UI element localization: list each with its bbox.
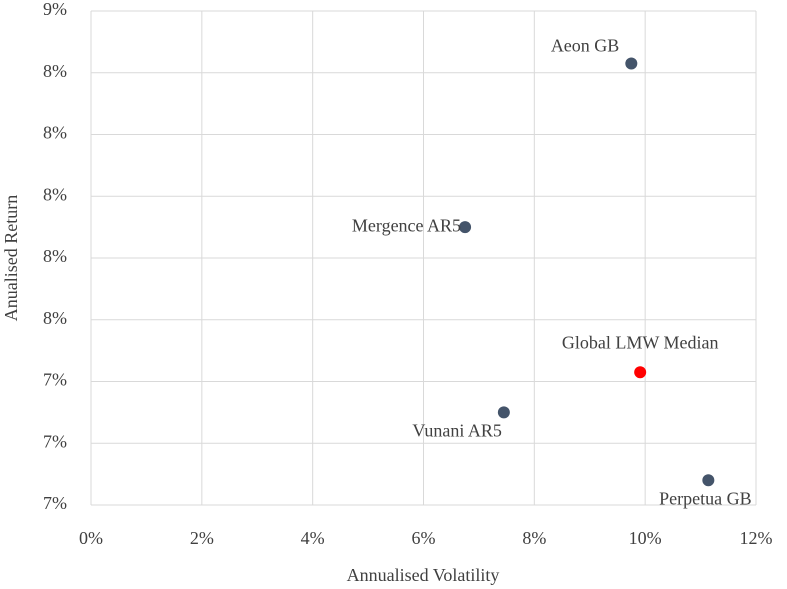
x-tick-label: 0%	[79, 528, 103, 548]
point-label: Perpetua GB	[659, 488, 751, 508]
y-tick-label: 8%	[43, 246, 67, 266]
point-label: Mergence AR5	[352, 215, 461, 235]
x-tick-label: 10%	[629, 528, 662, 548]
x-axis-title: Annualised Volatility	[347, 565, 500, 585]
point-label: Global LMW Median	[562, 332, 719, 352]
x-tick-label: 4%	[301, 528, 325, 548]
point	[634, 366, 647, 379]
x-tick-label: 12%	[740, 528, 773, 548]
y-tick-label: 9%	[43, 0, 67, 19]
x-tick-label: 8%	[522, 528, 546, 548]
point-label: Aeon GB	[551, 36, 620, 56]
x-tick-label: 6%	[412, 528, 436, 548]
point	[497, 406, 510, 419]
y-tick-label: 8%	[43, 184, 67, 204]
point-label: Vunani AR5	[412, 421, 501, 441]
y-tick-label: 7%	[43, 493, 67, 513]
y-tick-label: 7%	[43, 431, 67, 451]
point	[625, 57, 638, 70]
y-tick-label: 8%	[43, 123, 67, 143]
point	[702, 474, 715, 487]
point	[459, 221, 472, 234]
y-tick-label: 8%	[43, 61, 67, 81]
y-tick-label: 8%	[43, 308, 67, 328]
y-axis-title: Anualised Return	[1, 195, 21, 321]
x-tick-label: 2%	[190, 528, 214, 548]
y-tick-label: 7%	[43, 370, 67, 390]
